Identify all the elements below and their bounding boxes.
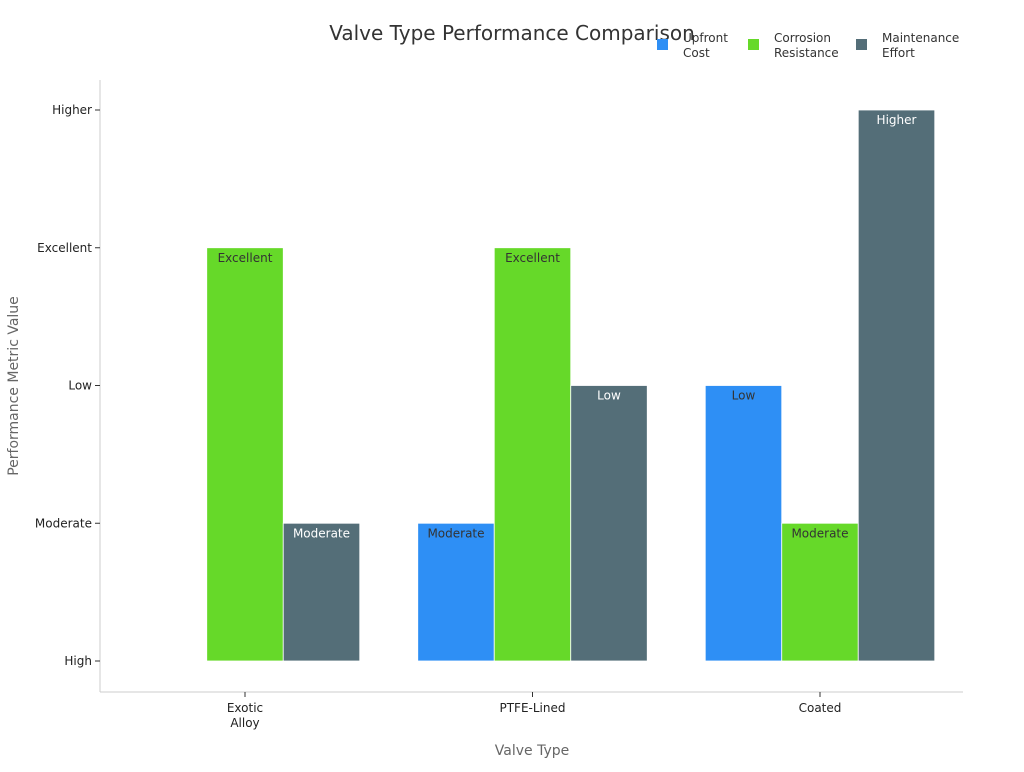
x-tick-label: Coated [799,701,842,715]
bar [417,522,495,662]
y-ticks-group: High Moderate Low Excellent Higher [35,103,100,668]
legend-swatch [748,39,759,50]
bar-data-label: Excellent [505,251,560,265]
x-tick-label: Exotic Alloy [227,701,263,730]
y-tick-label: Higher [52,103,92,117]
chart-title: Valve Type Performance Comparison [329,21,695,45]
bar [493,247,572,662]
x-tick-label: PTFE-Lined [499,701,565,715]
bars-group: Excellent Moderate Moderate Excellent Low Low… [206,109,936,662]
legend-swatch [657,39,668,50]
legend-label: Maintenance Effort [882,31,959,60]
bar [704,385,783,662]
bar-data-label: Moderate [293,526,350,540]
x-axis-label: Valve Type [495,743,569,759]
y-tick-label: Low [68,379,92,393]
y-tick-label: High [64,654,92,668]
bar-data-label: Moderate [427,526,484,540]
bar [570,385,648,662]
bar-data-label: Low [597,389,621,403]
y-tick-label: Moderate [35,516,92,530]
y-axis-label: Performance Metric Value [6,296,22,476]
bar-data-label: Moderate [791,526,848,540]
bar [206,247,284,662]
bar [282,522,361,662]
legend-label: Upfront Cost [683,31,728,60]
bar [781,522,859,662]
y-tick-label: Excellent [37,241,92,255]
legend-swatch [856,39,867,50]
bar [857,109,936,662]
bar-data-label: Low [732,389,756,403]
legend: Upfront Cost Corrosion Resistance Maintenanc… [657,31,959,60]
bar-data-label: Excellent [218,251,273,265]
legend-label: Corrosion Resistance [774,31,839,60]
x-ticks-group: Exotic Alloy PTFE-Lined Coated [227,692,842,730]
bar-data-label: Higher [877,113,917,127]
